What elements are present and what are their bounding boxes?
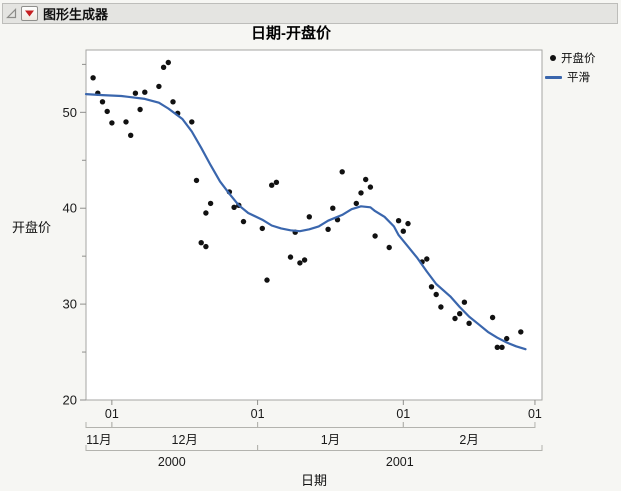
year-label[interactable]: 2001 (386, 455, 414, 469)
data-point (240, 218, 247, 225)
data-point (165, 59, 171, 66)
data-point (132, 90, 139, 96)
data-point (518, 329, 524, 335)
month-bracket (85, 422, 113, 428)
data-point (372, 233, 378, 239)
red-triangle-menu-button[interactable] (21, 6, 38, 21)
month-label[interactable]: 11月 (86, 433, 111, 447)
month-bracket (111, 422, 259, 428)
red-triangle-icon (25, 10, 34, 17)
year-label[interactable]: 2000 (158, 455, 186, 469)
data-point (99, 99, 106, 105)
data-point (90, 75, 96, 81)
plot-frame (85, 49, 543, 401)
data-point (405, 220, 411, 227)
data-point (301, 257, 308, 263)
data-point (273, 179, 280, 185)
data-point (330, 205, 336, 211)
data-point (142, 89, 148, 95)
data-point (433, 291, 439, 298)
data-point (203, 243, 209, 250)
disclosure-triangle-icon[interactable] (5, 7, 18, 20)
y-tick-label[interactable]: 30 (63, 297, 77, 312)
data-point (193, 177, 200, 184)
data-point (461, 299, 468, 305)
month-bracket (257, 422, 404, 428)
data-point (207, 200, 214, 207)
x-day-tick-label[interactable]: 01 (105, 407, 119, 421)
data-point (386, 244, 392, 251)
data-point (395, 218, 402, 224)
x-axis-title[interactable]: 日期 (300, 473, 327, 488)
y-tick-label[interactable]: 40 (63, 201, 77, 216)
report-title: 图形生成器 (43, 7, 109, 22)
month-label[interactable]: 12月 (172, 433, 198, 447)
month-label[interactable]: 2月 (459, 433, 478, 447)
data-point (264, 277, 270, 283)
data-point (160, 64, 167, 71)
month-label[interactable]: 1月 (321, 433, 340, 447)
data-point (269, 182, 275, 188)
x-day-tick-label[interactable]: 01 (251, 407, 265, 421)
data-point (424, 256, 430, 262)
data-point (170, 99, 176, 105)
data-point (363, 176, 369, 183)
data-point (128, 132, 134, 138)
data-point (353, 200, 359, 207)
data-point (156, 83, 162, 90)
x-day-tick-label[interactable]: 01 (528, 407, 542, 421)
y-axis-title[interactable]: 开盘价 (12, 220, 52, 235)
data-point (452, 315, 458, 322)
data-point (104, 108, 110, 115)
y-tick-label[interactable]: 50 (63, 105, 77, 120)
x-day-tick-label[interactable]: 01 (396, 407, 410, 421)
legend-item-open-price[interactable]: 开盘价 (545, 50, 619, 66)
data-point (400, 228, 406, 234)
data-point (358, 190, 364, 196)
data-point (137, 106, 143, 113)
data-point (339, 169, 345, 175)
data-point (189, 119, 195, 125)
data-point (367, 184, 374, 190)
data-point (306, 214, 312, 220)
data-point (499, 344, 505, 350)
data-point (325, 226, 331, 232)
data-point (504, 335, 510, 342)
data-point (466, 320, 472, 326)
data-point (259, 225, 265, 232)
data-point (198, 240, 204, 246)
year-bracket (257, 445, 543, 451)
data-point (438, 304, 444, 310)
legend-item-smooth[interactable]: 平滑 (545, 69, 619, 85)
data-point (203, 210, 209, 216)
report-header: 图形生成器 (2, 3, 618, 24)
smooth-line (84, 93, 527, 351)
y-tick-label[interactable]: 20 (63, 393, 77, 408)
legend: 开盘价 平滑 (545, 50, 619, 85)
month-bracket (402, 422, 536, 428)
legend-label-smooth: 平滑 (567, 72, 590, 84)
data-point (489, 314, 496, 321)
data-point (231, 204, 237, 210)
data-point (428, 284, 435, 290)
data-point (494, 344, 500, 350)
legend-label-open-price: 开盘价 (561, 53, 596, 65)
data-point (123, 119, 129, 125)
scatter-marker-icon (550, 55, 556, 61)
data-point (287, 254, 294, 260)
data-point (109, 120, 115, 126)
line-marker-icon (545, 75, 562, 79)
data-point (297, 260, 303, 266)
data-point (457, 311, 463, 317)
chart-title[interactable]: 日期-开盘价 (251, 25, 331, 42)
